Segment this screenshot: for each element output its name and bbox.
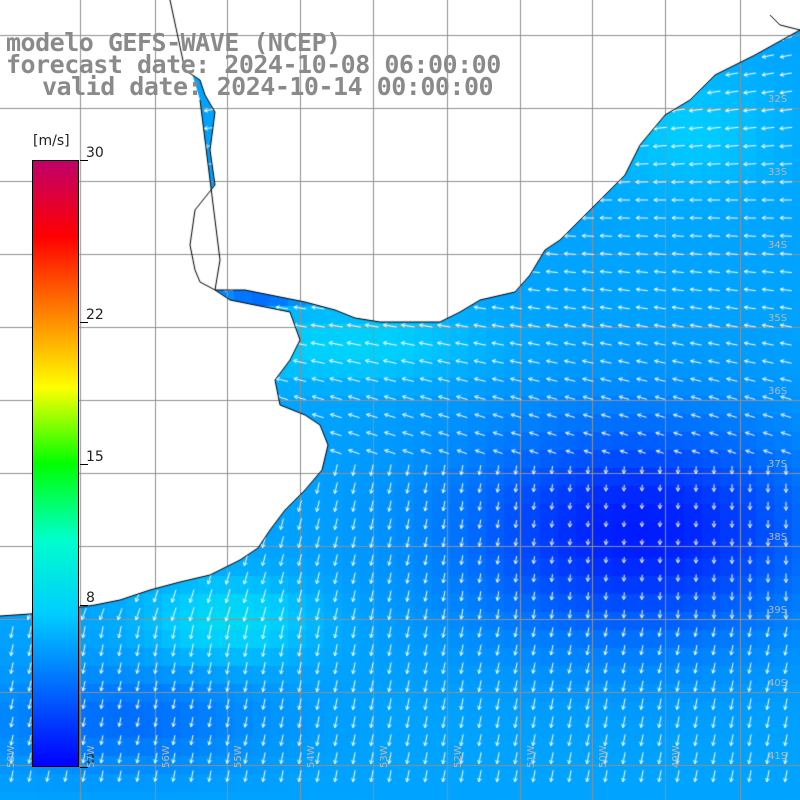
longitude-label: 58W: [6, 745, 17, 768]
latitude-label: 39S: [768, 605, 788, 616]
colorbar-tick: [80, 321, 88, 323]
colorbar-tick-label: 30: [86, 145, 104, 161]
latitude-label: 37S: [768, 459, 788, 470]
colorbar-tick: [80, 605, 88, 607]
colorbar-tick: [80, 463, 88, 465]
colorbar-tick: [80, 767, 88, 768]
colorbar-tick-label: 0: [86, 752, 95, 768]
model-title: modelo GEFS-WAVE (NCEP): [6, 28, 341, 57]
colorbar-tick-label: 15: [86, 448, 104, 465]
longitude-label: 55W: [233, 745, 244, 768]
latitude-label: 32S: [768, 94, 788, 105]
longitude-label: 57W: [86, 745, 97, 768]
colorbar: [32, 160, 79, 767]
longitude-label: 54W: [306, 745, 317, 768]
latitude-label: 34S: [768, 240, 788, 251]
latitude-label: 38S: [768, 532, 788, 543]
longitude-label: 52W: [453, 745, 464, 768]
longitude-label: 50W: [598, 745, 609, 768]
latitude-label: 33S: [768, 167, 788, 178]
longitude-label: 56W: [161, 745, 172, 768]
longitude-label: 53W: [379, 745, 390, 768]
colorbar-tick: [80, 160, 88, 161]
colorbar-tick-label: 8: [86, 590, 95, 607]
latitude-label: 41S: [768, 751, 788, 762]
colorbar-unit: [m/s]: [33, 133, 70, 149]
longitude-label: 51W: [526, 745, 537, 768]
longitude-label: 49W: [671, 745, 682, 768]
latitude-label: 36S: [768, 386, 788, 397]
forecast-date: forecast date: 2024-10-08 06:00:00: [6, 50, 501, 79]
latitude-label: 40S: [768, 678, 788, 689]
latitude-label: 35S: [768, 313, 788, 324]
valid-date: valid date: 2024-10-14 00:00:00: [42, 72, 494, 101]
colorbar-tick-label: 22: [86, 306, 104, 323]
